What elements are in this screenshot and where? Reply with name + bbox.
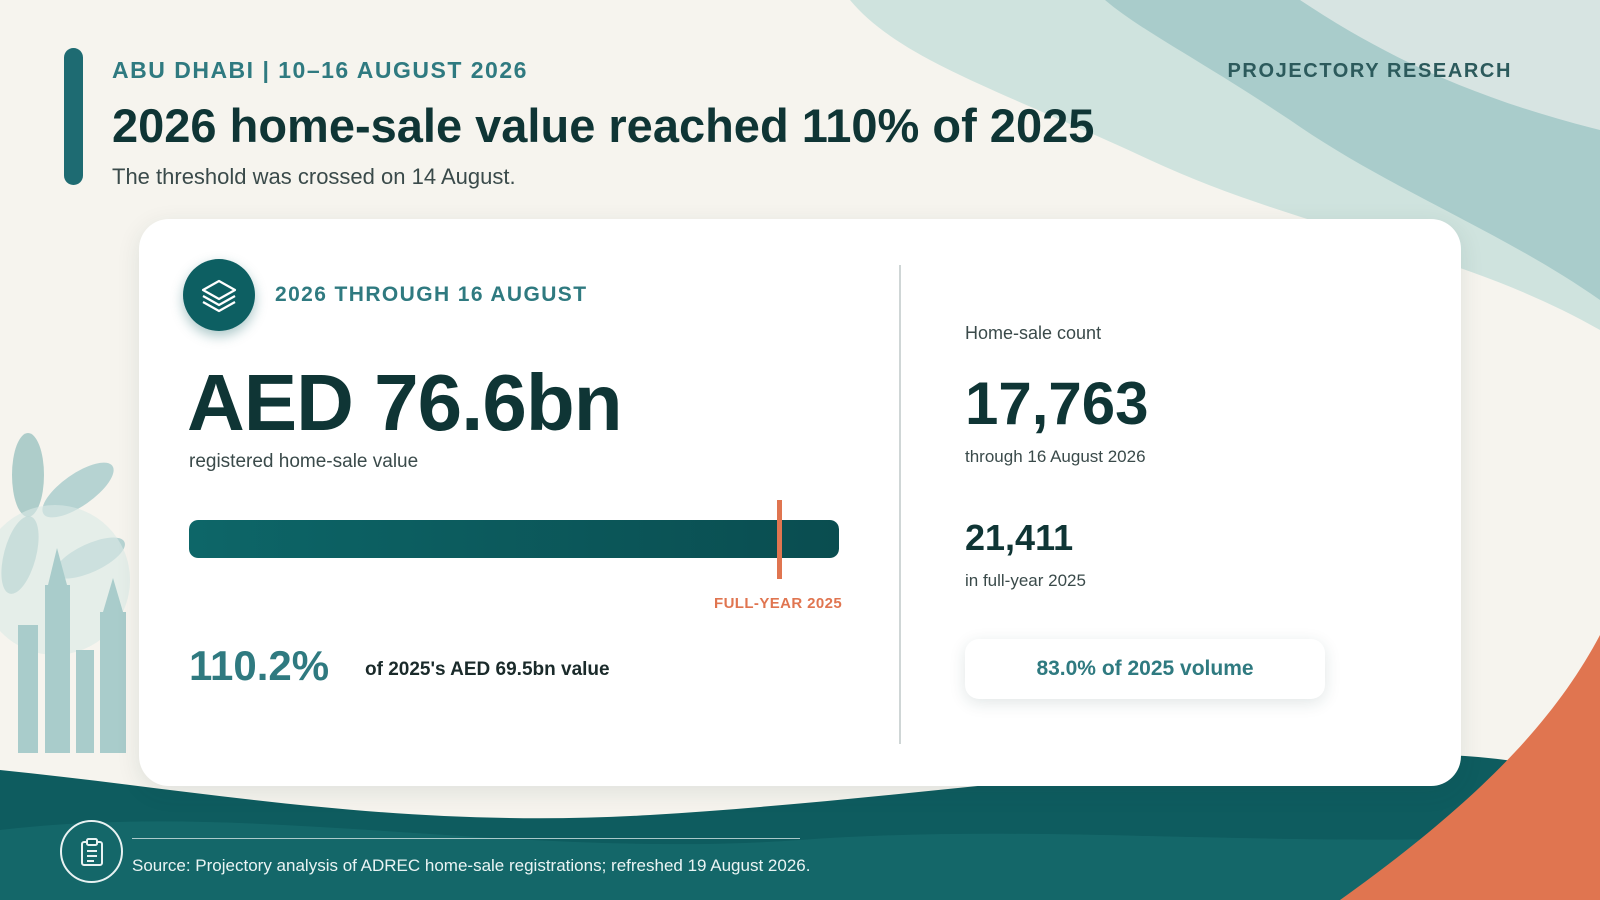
page-title: 2026 home-sale value reached 110% of 202… [112, 99, 1095, 152]
page-subtitle: The threshold was crossed on 14 August. [112, 164, 516, 189]
percent-caption: of 2025's AED 69.5bn value [365, 659, 610, 680]
bg-wave-coral [1340, 635, 1600, 900]
bg-building-spire [48, 548, 67, 585]
full-year-marker [777, 500, 782, 579]
source-note: Source: Projectory analysis of ADREC hom… [132, 856, 811, 875]
prior-count-caption: in full-year 2025 [965, 571, 1086, 590]
bg-leaf [42, 462, 114, 518]
count-label: Home-sale count [965, 323, 1102, 343]
bg-building [18, 625, 38, 753]
marker-label: FULL-YEAR 2025 [714, 595, 843, 612]
bg-building [45, 585, 70, 753]
prior-count-value: 21,411 [965, 517, 1074, 558]
bg-building [76, 650, 94, 753]
bg-wave-bottom-mid [0, 821, 1600, 900]
bg-building-spire [103, 578, 123, 612]
volume-pill: 83.0% of 2025 volume [965, 639, 1325, 699]
value-amount: AED 76.6bn [187, 358, 623, 447]
count-caption: through 16 August 2026 [965, 447, 1146, 466]
bg-leaf [12, 433, 44, 517]
progress-fill [189, 520, 839, 558]
layers-icon [183, 259, 255, 331]
count-value: 17,763 [965, 370, 1149, 437]
kicker: ABU DHABI | 10–16 AUGUST 2026 [112, 57, 528, 83]
accent-bar [64, 48, 83, 185]
bg-wave-pale [1300, 0, 1600, 130]
clipboard-icon [60, 820, 123, 883]
value-caption: registered home-sale value [189, 451, 419, 472]
percent-value: 110.2% [189, 642, 330, 689]
divider [899, 265, 901, 744]
source-rule [132, 838, 800, 839]
brand: PROJECTORY RESEARCH [1227, 60, 1512, 82]
progress-track [189, 520, 839, 558]
summary-card: 2026 THROUGH 16 AUGUST AED 76.6bn regist… [139, 219, 1461, 786]
section-label: 2026 THROUGH 16 AUGUST [275, 283, 588, 306]
bg-building [100, 612, 126, 753]
